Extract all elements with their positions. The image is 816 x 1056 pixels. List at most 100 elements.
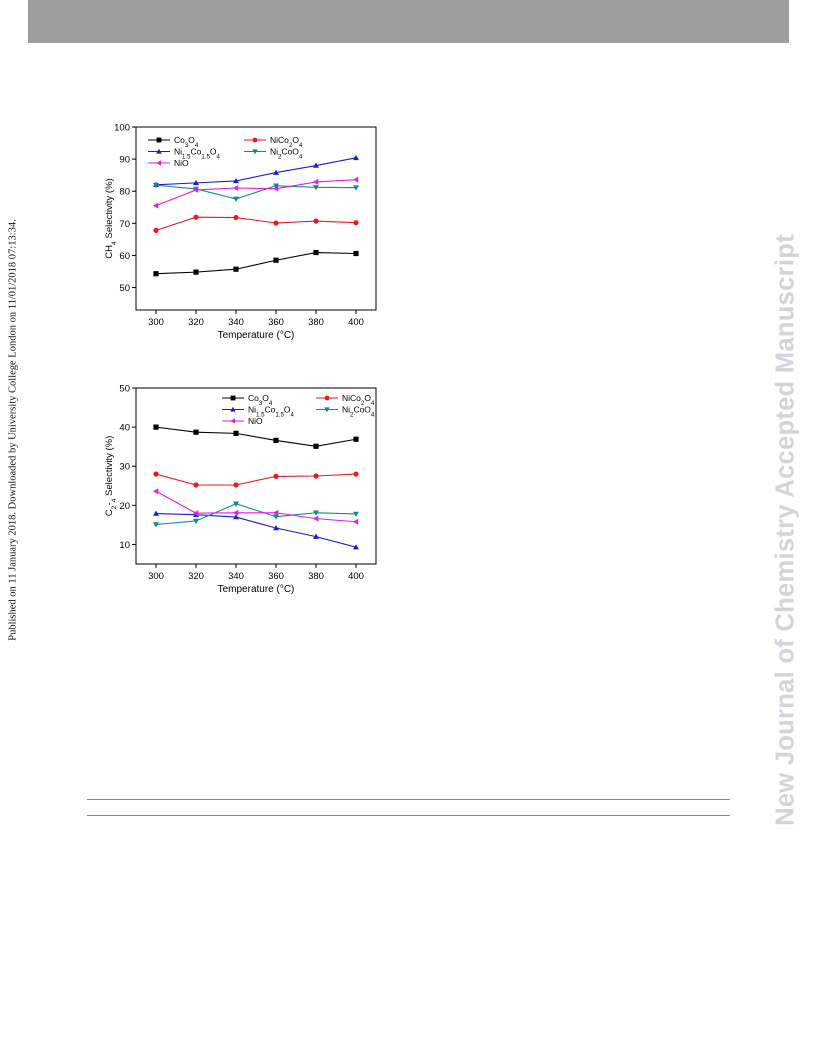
data-point-nico2o4 [273,220,279,226]
y-axis-label: CH4 Selectivity (%) [104,178,118,258]
legend-marker-ni1-5co1-5o4 [156,148,162,154]
data-point-ni2coo4 [233,196,239,202]
y-tick-label: 20 [119,501,130,512]
data-point-co3o4 [313,443,319,449]
data-point-nio [313,178,319,185]
y-tick-label: 40 [119,423,130,434]
x-tick-label: 320 [188,571,204,582]
data-point-nio [153,202,159,209]
x-tick-label: 360 [268,317,284,328]
data-point-nico2o4 [273,473,279,479]
legend-marker-ni2coo4 [252,149,258,155]
legend-marker-ni2coo4 [324,407,330,413]
data-point-ni2coo4 [313,185,319,191]
data-point-nico2o4 [153,227,159,233]
x-tick-label: 300 [148,317,164,328]
x-axis-label: Temperature (°C) [218,584,295,595]
x-tick-label: 380 [308,571,324,582]
data-point-nio [273,185,279,192]
series-line-nio [155,179,357,207]
legend-marker-co3o4 [156,137,162,143]
y-tick-label: 30 [119,462,130,473]
data-point-ni2coo4 [273,514,279,520]
publication-stamp-text: Published on 11 January 2018. Downloaded… [7,219,19,641]
x-tick-label: 400 [348,571,364,582]
legend-label-nio: NiO [248,416,263,426]
y-tick-label: 70 [119,219,130,230]
data-point-ni2coo4 [233,501,239,507]
data-point-nio [273,509,279,516]
legend-label-ni1-5co1-5o4: Ni1.5Co1.5O4 [174,147,221,161]
data-point-nio [233,509,239,516]
series-line-ni1-5co1-5o4 [155,512,357,548]
legend-label-co3o4: Co3O4 [174,135,199,149]
data-point-nico2o4 [353,220,359,226]
data-point-ni1-5co1-5o4 [273,525,279,531]
data-point-nico2o4 [193,482,199,488]
data-point-nio [153,488,159,495]
data-point-co3o4 [233,430,239,436]
data-point-ni2coo4 [353,185,359,191]
data-point-nico2o4 [313,473,319,479]
data-point-ni2coo4 [273,183,279,189]
page-rule-top [87,799,730,800]
data-point-co3o4 [313,249,319,256]
plot-frame [135,387,377,565]
legend-marker-co3o4 [230,395,236,401]
data-point-ni2coo4 [153,522,159,528]
plot-frame [135,126,377,311]
series-line-ni2coo4 [155,503,357,526]
header-bar [28,0,789,43]
data-point-ni1-5co1-5o4 [313,162,319,168]
y-tick-label: 80 [119,187,130,198]
series-line-nico2o4 [155,473,357,486]
data-point-ni1-5co1-5o4 [353,154,359,161]
data-point-nio [193,510,199,517]
x-tick-label: 400 [348,317,364,328]
data-point-nico2o4 [233,482,239,488]
legend-marker-nio [230,418,236,424]
x-tick-label: 300 [148,571,164,582]
data-point-co3o4 [273,257,279,263]
data-point-co3o4 [353,250,359,257]
legend-label-ni2coo4: Ni2CoO4 [342,405,375,419]
legend-label-nico2o4: NiCo2O4 [342,393,375,407]
data-point-co3o4 [193,269,199,275]
data-point-ni1-5co1-5o4 [233,514,239,520]
y-tick-label: 100 [114,123,130,134]
legend-marker-nico2o4 [252,137,258,143]
x-tick-label: 340 [228,571,244,582]
series-line-ni1-5co1-5o4 [155,157,357,186]
data-point-nico2o4 [233,214,239,221]
series-line-nico2o4 [155,216,357,231]
x-axis-label: Temperature (°C) [218,330,295,341]
data-point-ni2coo4 [353,511,359,517]
legend-label-nio: NiO [174,158,189,168]
x-tick-label: 340 [228,317,244,328]
data-point-ni2coo4 [153,182,159,189]
journal-watermark-text: New Journal of Chemistry Accepted Manusc… [771,234,800,826]
legend-label-ni2coo4: Ni2CoO4 [270,147,303,161]
data-point-nio [233,185,239,191]
data-point-nio [193,186,199,193]
data-point-co3o4 [273,437,279,444]
data-point-nio [353,518,359,525]
y-tick-label: 50 [119,283,130,294]
x-tick-label: 360 [268,571,284,582]
data-point-ni1-5co1-5o4 [353,544,359,550]
ch4-selectivity-chart: 50 60 70 80 90 100 300 320 340 360 380 400 Temperatu… [104,123,377,341]
data-point-ni1-5co1-5o4 [193,179,199,186]
y-tick-label: 90 [119,155,130,166]
data-point-nico2o4 [153,471,159,477]
x-tick-label: 320 [188,317,204,328]
data-point-nico2o4 [353,471,359,477]
legend-label-ni1-5co1-5o4: Ni1.5Co1.5O4 [248,405,295,419]
y-axis-label: C2-4 Selectivity (%) [104,436,118,517]
x-tick-label: 380 [308,317,324,328]
y-tick-label: 60 [119,251,130,262]
data-point-co3o4 [353,436,359,442]
data-point-ni2coo4 [193,518,199,524]
series-line-nio [155,490,357,523]
data-point-nio [353,176,359,183]
data-point-co3o4 [153,271,159,277]
